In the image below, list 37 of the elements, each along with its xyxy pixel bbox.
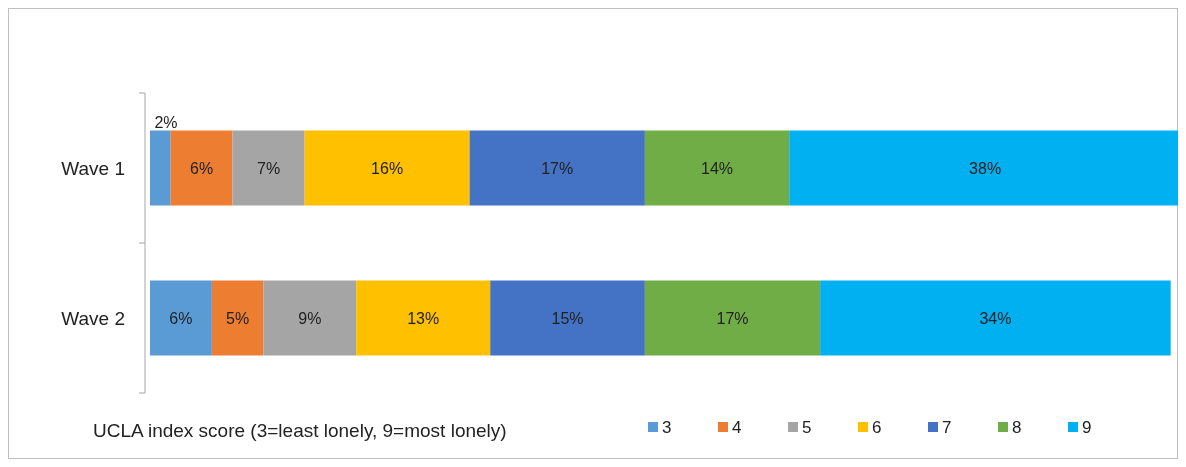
data-label: 13% bbox=[407, 309, 440, 327]
bar bbox=[644, 130, 790, 206]
bar bbox=[304, 130, 470, 206]
data-label: 14% bbox=[701, 159, 734, 177]
bar bbox=[644, 280, 821, 356]
data-label: 5% bbox=[226, 309, 250, 327]
bar bbox=[469, 130, 645, 206]
legend-label: 4 bbox=[732, 417, 742, 437]
bar bbox=[820, 280, 1171, 356]
bar bbox=[150, 130, 171, 206]
bar bbox=[211, 280, 264, 356]
bar bbox=[170, 130, 233, 206]
bar bbox=[232, 130, 305, 206]
data-label: 2% bbox=[154, 114, 178, 131]
legend-label: 5 bbox=[802, 417, 812, 437]
data-label: 17% bbox=[716, 309, 749, 327]
legend-label: 7 bbox=[942, 417, 952, 437]
bar bbox=[263, 280, 357, 356]
y-tick-label: Wave 2 bbox=[61, 307, 125, 329]
data-label: 34% bbox=[979, 309, 1012, 327]
data-label: 7% bbox=[257, 159, 281, 177]
data-label: 17% bbox=[541, 159, 574, 177]
legend-label: 8 bbox=[1012, 417, 1022, 437]
data-label: 6% bbox=[189, 159, 214, 177]
data-label: 16% bbox=[371, 159, 404, 177]
bar bbox=[356, 280, 491, 356]
data-label: 9% bbox=[298, 309, 322, 327]
legend-label: 6 bbox=[872, 417, 882, 437]
bar bbox=[490, 280, 645, 356]
y-tick-label: Wave 1 bbox=[61, 157, 125, 179]
legend-label: 9 bbox=[1082, 417, 1092, 437]
bar bbox=[150, 280, 212, 356]
legend-label: 3 bbox=[662, 417, 672, 437]
legend-title: UCLA index score (3=least lonely, 9=most lonely) bbox=[93, 419, 507, 441]
data-label: 6% bbox=[169, 309, 193, 327]
data-label: 15% bbox=[551, 309, 584, 327]
data-label: 38% bbox=[969, 159, 1002, 177]
